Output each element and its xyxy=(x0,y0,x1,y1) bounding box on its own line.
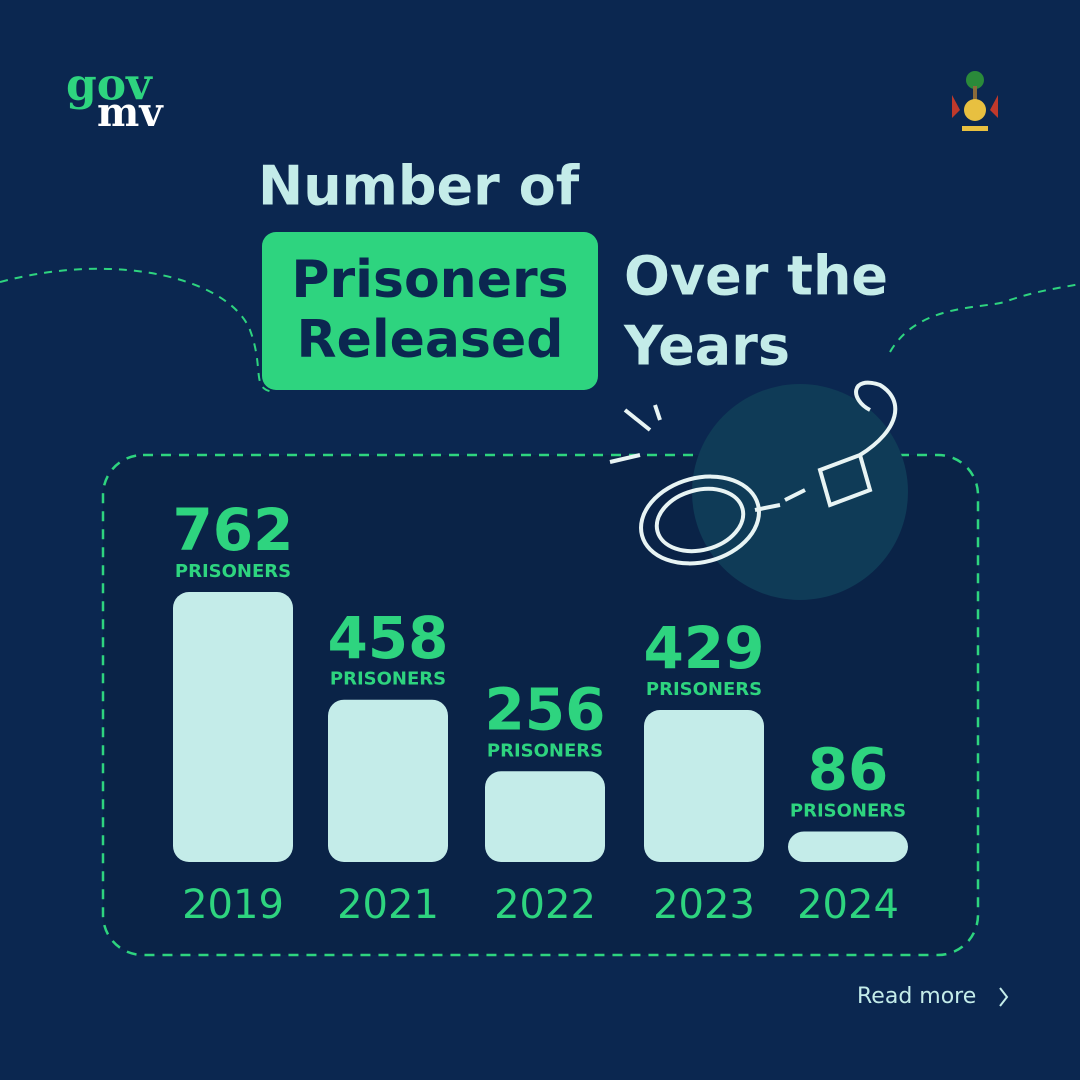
value-unit: PRISONERS xyxy=(646,679,762,700)
title-highlight-box xyxy=(262,232,598,390)
title-highlight: Released xyxy=(297,310,564,370)
value-label: 458 xyxy=(327,604,448,672)
coat-of-arms xyxy=(952,71,998,131)
value-label: 256 xyxy=(484,675,605,743)
read-more-link[interactable]: Read more xyxy=(857,984,976,1009)
dashed-curve xyxy=(0,267,276,393)
x-tick-label: 2022 xyxy=(494,882,596,928)
bar xyxy=(173,592,293,862)
x-tick-label: 2021 xyxy=(337,882,439,928)
x-tick-label: 2019 xyxy=(182,882,284,928)
value-label: 429 xyxy=(643,614,764,682)
value-unit: PRISONERS xyxy=(175,561,291,582)
x-tick-label: 2023 xyxy=(653,882,755,928)
bar xyxy=(328,699,448,862)
value-unit: PRISONERS xyxy=(790,801,906,822)
title-end: Over the xyxy=(624,245,888,308)
chevron-icon xyxy=(999,987,1009,1007)
title: Number of xyxy=(258,155,580,218)
value-label: 762 xyxy=(172,496,293,564)
bar xyxy=(644,709,764,862)
logo-bottom: mv xyxy=(97,89,164,136)
value-unit: PRISONERS xyxy=(487,740,603,761)
logo-top: gov xyxy=(66,60,153,111)
title-highlight: Prisoners xyxy=(291,250,568,310)
x-tick-label: 2024 xyxy=(797,882,899,928)
bar xyxy=(485,771,605,862)
dashed-curve xyxy=(889,283,1080,353)
title-end: Years xyxy=(623,315,790,378)
bar xyxy=(788,831,908,862)
value-unit: PRISONERS xyxy=(330,669,446,690)
handcuffs-illustration xyxy=(609,380,898,566)
value-label: 86 xyxy=(808,736,889,804)
